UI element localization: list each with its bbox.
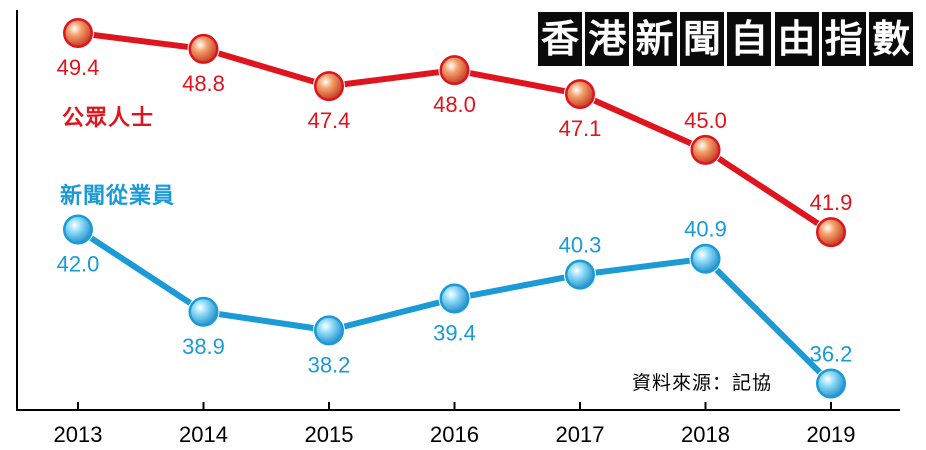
title-char: 指: [821, 12, 866, 66]
data-point-public: [313, 70, 345, 102]
data-label-public: 48.8: [182, 71, 225, 96]
data-label-public: 47.4: [308, 108, 351, 133]
data-point-public: [439, 54, 470, 86]
axes: [16, 10, 900, 411]
title-char: 新: [632, 12, 677, 66]
source-note: 資料來源：記協: [632, 372, 773, 394]
x-tick-label: 2014: [179, 422, 228, 447]
series-name-journalists: 新聞從業員: [60, 184, 176, 209]
data-label-public: 49.4: [57, 55, 100, 80]
x-tick-label: 2015: [305, 422, 354, 447]
title-char: 自: [727, 12, 772, 66]
data-label-public: 41.9: [810, 190, 853, 215]
data-label-journalists: 42.0: [57, 251, 100, 276]
data-point-ring: [187, 295, 220, 328]
data-point-ring: [62, 213, 94, 246]
data-label-journalists: 38.9: [182, 334, 225, 359]
data-point-ring: [313, 70, 345, 103]
data-label-public: 48.0: [433, 92, 476, 117]
data-point-journalists: [564, 259, 596, 291]
data-point-ring: [815, 216, 847, 249]
x-tick-label: 2013: [54, 422, 103, 447]
data-point-public: [815, 216, 847, 248]
data-point-public: [690, 134, 721, 166]
title-char: 數: [869, 12, 914, 66]
title-char: 由: [774, 12, 819, 66]
data-point-ring: [564, 258, 596, 291]
data-point-ring: [689, 133, 722, 166]
series-name-public: 公眾人士: [62, 106, 155, 131]
data-point-ring: [62, 17, 94, 49]
data-point-journalists: [62, 213, 94, 245]
data-point-journalists: [439, 283, 470, 315]
data-point-public: [564, 78, 596, 110]
x-tick-label: 2019: [807, 422, 856, 447]
data-point-ring: [187, 32, 220, 65]
data-point-ring: [815, 367, 847, 400]
x-tick-label: 2016: [430, 422, 479, 447]
title-char: 聞: [679, 12, 724, 66]
data-point-ring: [438, 282, 471, 315]
title-char: 港: [585, 12, 630, 66]
data-point-ring: [564, 78, 596, 111]
data-label-journalists: 40.3: [559, 233, 602, 258]
x-tick-label: 2018: [681, 422, 730, 447]
data-point-ring: [438, 54, 471, 87]
data-label-journalists: 38.2: [308, 352, 351, 377]
data-point-journalists: [188, 296, 219, 328]
data-point-ring: [689, 242, 722, 275]
data-label-journalists: 36.2: [810, 342, 853, 367]
data-point-journalists: [690, 243, 721, 275]
data-point-public: [188, 33, 219, 65]
x-tick-label: 2017: [556, 422, 605, 447]
data-label-journalists: 39.4: [433, 321, 476, 346]
title-char: 香: [538, 12, 582, 66]
data-label-journalists: 40.9: [684, 217, 727, 242]
data-point-public: [62, 17, 94, 49]
data-point-ring: [313, 314, 345, 347]
data-point-journalists: [815, 368, 847, 399]
data-point-journalists: [313, 314, 345, 346]
data-label-public: 45.0: [684, 108, 727, 133]
data-label-public: 47.1: [559, 116, 602, 141]
